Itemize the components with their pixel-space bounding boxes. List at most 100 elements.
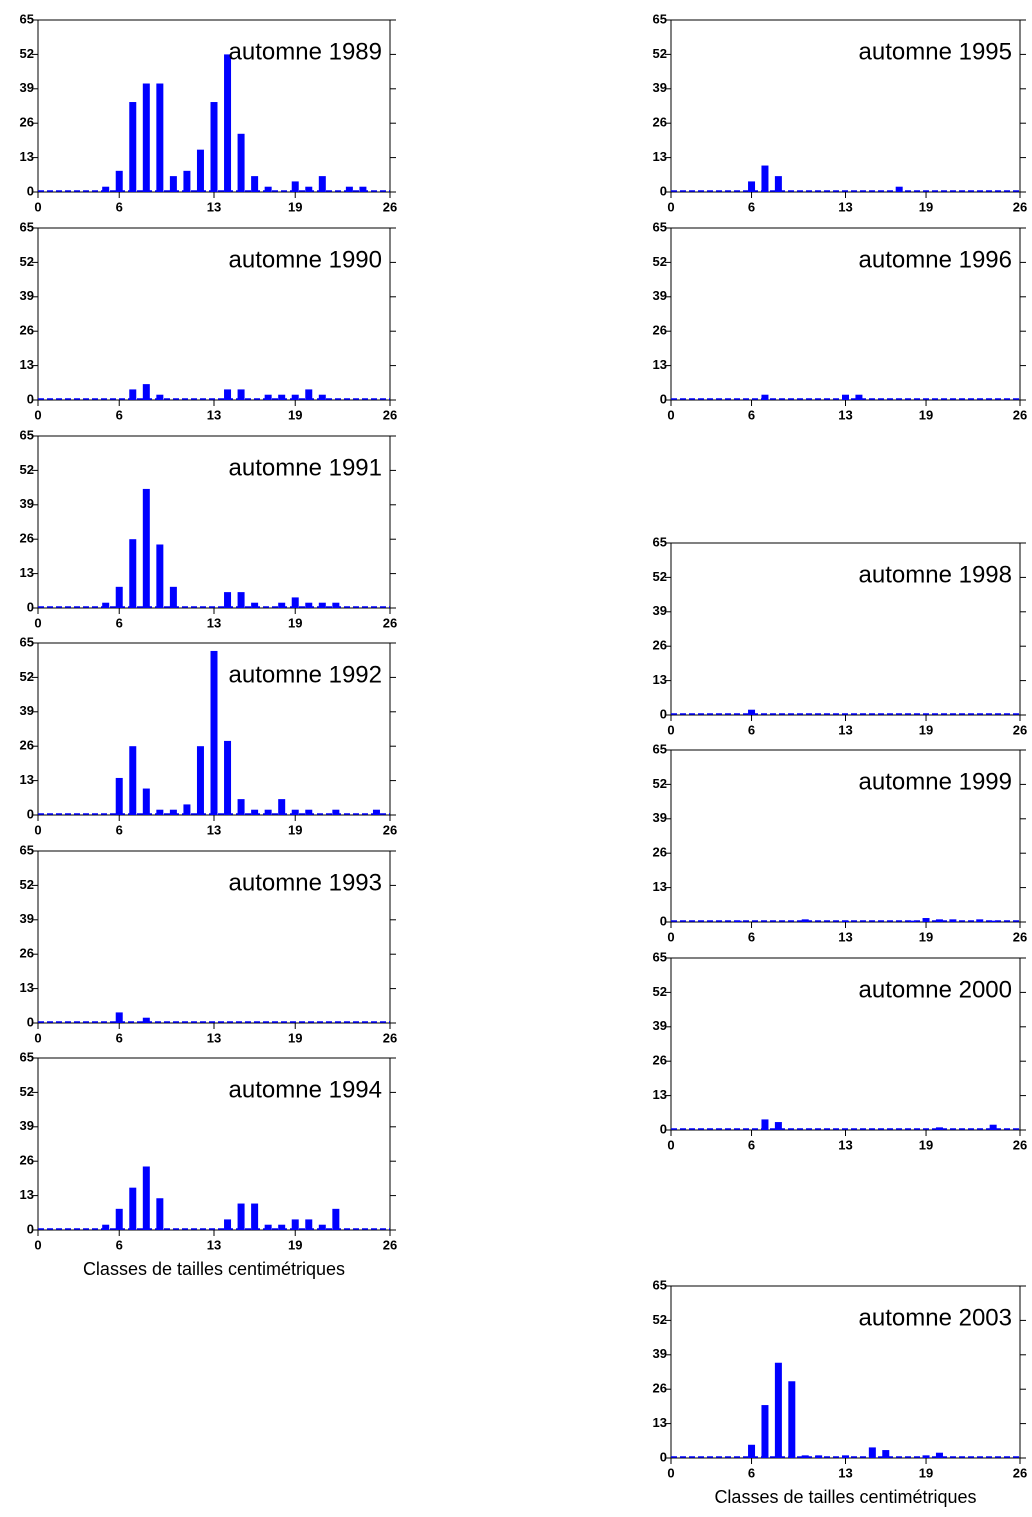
y-tick-label: 0: [660, 706, 667, 721]
x-tick-label: 6: [748, 1465, 755, 1480]
chart-title: automne 1991: [229, 454, 382, 481]
x-tick-label: 26: [1013, 929, 1027, 944]
y-tick-label: 65: [20, 634, 34, 649]
bar: [102, 186, 110, 192]
bar: [224, 592, 232, 608]
bar: [318, 602, 326, 608]
y-tick-label: 26: [20, 738, 34, 753]
bar: [115, 586, 123, 608]
bar: [142, 384, 150, 400]
bar: [976, 919, 984, 922]
x-tick-label: 13: [838, 1137, 852, 1152]
bar: [305, 389, 313, 400]
x-tick-label: 6: [116, 1030, 123, 1045]
x-tick-label: 13: [838, 1465, 852, 1480]
y-tick-label: 65: [20, 11, 34, 26]
y-tick-label: 65: [20, 842, 34, 857]
bar: [842, 920, 849, 922]
y-tick-label: 39: [20, 1118, 34, 1133]
x-tick-label: 0: [667, 199, 674, 214]
y-tick-label: 13: [20, 565, 34, 580]
bar: [115, 1012, 123, 1023]
x-tick-label: 13: [838, 929, 852, 944]
x-tick-label: 26: [383, 199, 397, 214]
y-tick-label: 13: [653, 672, 667, 687]
y-tick-label: 26: [653, 845, 667, 860]
bar: [115, 170, 123, 192]
chart-title: automne 1998: [859, 561, 1012, 588]
y-tick-label: 39: [20, 80, 34, 95]
x-tick-label: 26: [383, 615, 397, 630]
y-tick-label: 39: [653, 80, 667, 95]
bar: [156, 544, 164, 608]
y-tick-label: 13: [653, 1415, 667, 1430]
bar: [224, 54, 232, 193]
bar: [115, 777, 123, 815]
chart-title: automne 1995: [859, 38, 1012, 65]
bar: [801, 919, 809, 922]
x-tick-label: 0: [34, 615, 41, 630]
x-tick-label: 0: [667, 929, 674, 944]
y-tick-label: 13: [20, 1187, 34, 1202]
bar: [305, 186, 313, 192]
bar: [734, 920, 742, 922]
x-tick-label: 6: [116, 407, 123, 422]
x-tick-label: 26: [383, 822, 397, 837]
bar: [129, 102, 137, 192]
bar: [129, 746, 137, 815]
y-tick-label: 0: [27, 1221, 34, 1236]
bar: [278, 1224, 286, 1230]
bar: [156, 394, 164, 400]
y-tick-label: 39: [653, 603, 667, 618]
y-tick-label: 26: [653, 115, 667, 130]
bar: [142, 1166, 150, 1230]
y-tick-label: 39: [20, 288, 34, 303]
bar: [210, 650, 218, 815]
bar: [989, 1124, 997, 1130]
x-tick-label: 19: [919, 199, 933, 214]
x-tick-label: 0: [34, 822, 41, 837]
x-tick-label: 19: [919, 1465, 933, 1480]
x-tick-label: 13: [207, 199, 221, 214]
bar: [882, 1450, 890, 1458]
y-tick-label: 13: [20, 772, 34, 787]
y-tick-label: 39: [653, 288, 667, 303]
y-tick-label: 52: [20, 877, 34, 892]
bar: [305, 809, 313, 815]
bar: [318, 1224, 326, 1230]
bar: [251, 1203, 259, 1230]
x-tick-label: 6: [116, 615, 123, 630]
x-tick-label: 26: [1013, 1137, 1027, 1152]
y-tick-label: 26: [653, 638, 667, 653]
x-tick-label: 19: [919, 929, 933, 944]
y-tick-label: 26: [20, 115, 34, 130]
x-tick-label: 0: [667, 407, 674, 422]
y-tick-label: 52: [653, 46, 667, 61]
x-tick-label: 19: [919, 407, 933, 422]
x-tick-label: 19: [288, 407, 302, 422]
bar: [291, 597, 299, 608]
x-tick-label: 26: [1013, 722, 1027, 737]
bar: [264, 394, 272, 400]
bar: [774, 1362, 782, 1458]
bar: [748, 1444, 756, 1458]
y-tick-label: 39: [20, 911, 34, 926]
bar: [922, 1455, 930, 1458]
chart-title: automne 1989: [229, 38, 382, 65]
bar: [949, 919, 957, 922]
x-tick-label: 13: [207, 407, 221, 422]
x-tick-label: 0: [667, 1465, 674, 1480]
bar: [842, 1455, 849, 1458]
bar: [372, 809, 380, 815]
bar: [291, 1219, 299, 1230]
bar: [761, 1405, 769, 1458]
y-tick-label: 65: [653, 534, 667, 549]
bar: [935, 919, 943, 922]
bar: [129, 1187, 137, 1230]
y-tick-label: 52: [20, 462, 34, 477]
x-tick-label: 0: [667, 1137, 674, 1152]
chart-title: automne 2000: [859, 976, 1012, 1003]
bar: [251, 602, 259, 608]
chart-title: automne 2003: [859, 1304, 1012, 1331]
